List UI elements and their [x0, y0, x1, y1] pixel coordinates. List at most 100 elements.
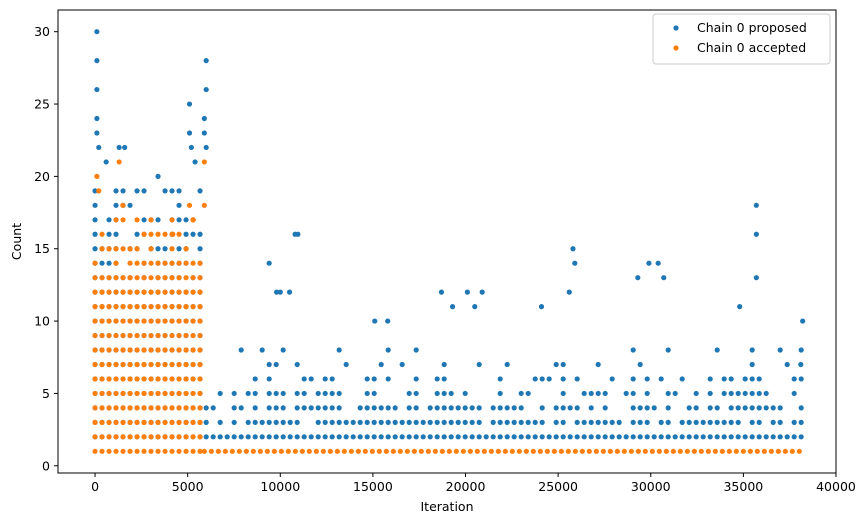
accepted-point — [197, 419, 203, 425]
proposed-point — [329, 390, 335, 397]
accepted-point — [176, 419, 182, 425]
proposed-point — [413, 347, 419, 353]
proposed-point — [92, 217, 98, 223]
proposed-point — [203, 405, 209, 411]
accepted-point — [621, 448, 627, 454]
proposed-point — [94, 58, 100, 64]
accepted-point — [176, 448, 182, 454]
proposed-point — [190, 231, 196, 237]
accepted-point — [141, 376, 147, 382]
accepted-point — [148, 390, 154, 397]
accepted-point — [197, 289, 203, 295]
proposed-point — [539, 419, 545, 425]
proposed-point — [308, 405, 314, 411]
accepted-point — [176, 231, 182, 237]
accepted-point — [229, 448, 235, 454]
proposed-point — [737, 304, 743, 310]
accepted-point — [120, 289, 126, 295]
proposed-point — [602, 434, 608, 440]
proposed-point — [322, 434, 328, 440]
proposed-point — [588, 419, 594, 425]
proposed-point — [329, 419, 335, 425]
accepted-point — [106, 361, 112, 368]
accepted-point — [467, 448, 473, 454]
proposed-point — [94, 115, 100, 122]
accepted-point — [113, 419, 119, 425]
accepted-point — [176, 304, 182, 310]
proposed-point — [749, 361, 755, 368]
proposed-point — [602, 405, 608, 411]
accepted-point — [169, 289, 175, 295]
proposed-point — [651, 405, 657, 411]
y-tick-label: 20 — [34, 169, 50, 184]
proposed-point — [322, 405, 328, 411]
accepted-point — [113, 260, 119, 266]
proposed-point — [497, 405, 503, 411]
accepted-point — [495, 448, 501, 454]
accepted-point — [642, 448, 648, 454]
accepted-point — [481, 448, 487, 454]
accepted-point — [92, 289, 98, 295]
proposed-point — [92, 202, 98, 208]
proposed-point — [113, 188, 119, 194]
x-axis-title: Iteration — [420, 499, 473, 514]
proposed-point — [92, 246, 98, 252]
proposed-point — [385, 376, 391, 382]
accepted-point — [162, 405, 168, 411]
proposed-point — [364, 390, 370, 397]
proposed-point — [574, 434, 580, 440]
accepted-point — [99, 318, 105, 324]
proposed-point — [238, 434, 244, 440]
accepted-point — [155, 289, 161, 295]
proposed-point — [336, 434, 342, 440]
proposed-point — [616, 419, 622, 425]
accepted-point — [155, 275, 161, 281]
proposed-point — [693, 390, 699, 397]
accepted-point — [141, 405, 147, 411]
accepted-point — [155, 260, 161, 266]
proposed-point — [735, 405, 741, 411]
proposed-point — [560, 405, 566, 411]
accepted-point — [113, 434, 119, 440]
accepted-point — [768, 448, 774, 454]
proposed-point — [357, 419, 363, 425]
proposed-point — [630, 405, 636, 411]
accepted-point — [162, 231, 168, 237]
proposed-point — [623, 390, 629, 397]
proposed-point — [595, 434, 601, 440]
proposed-point — [462, 405, 468, 411]
proposed-point — [217, 434, 223, 440]
accepted-point — [162, 434, 168, 440]
accepted-point — [383, 448, 389, 454]
proposed-point — [791, 434, 797, 440]
accepted-point — [120, 361, 126, 368]
proposed-point — [434, 434, 440, 440]
proposed-point — [301, 376, 307, 382]
accepted-point — [148, 376, 154, 382]
accepted-point — [169, 246, 175, 252]
accepted-point — [148, 217, 154, 223]
accepted-point — [530, 448, 536, 454]
proposed-point — [595, 419, 601, 425]
proposed-point — [560, 390, 566, 397]
proposed-point — [322, 390, 328, 397]
accepted-point — [155, 376, 161, 382]
accepted-point — [106, 390, 112, 397]
proposed-point — [504, 419, 510, 425]
accepted-point — [183, 361, 189, 368]
proposed-point — [420, 419, 426, 425]
accepted-point — [148, 304, 154, 310]
proposed-point — [672, 434, 678, 440]
proposed-point — [96, 144, 102, 151]
proposed-point — [469, 419, 475, 425]
accepted-point — [106, 448, 112, 454]
proposed-point — [497, 419, 503, 425]
proposed-point — [497, 390, 503, 397]
x-tick-label: 30000 — [631, 479, 671, 494]
proposed-point — [103, 159, 109, 165]
proposed-point — [464, 289, 470, 295]
proposed-point — [238, 347, 244, 353]
proposed-point — [441, 434, 447, 440]
proposed-point — [116, 144, 122, 151]
